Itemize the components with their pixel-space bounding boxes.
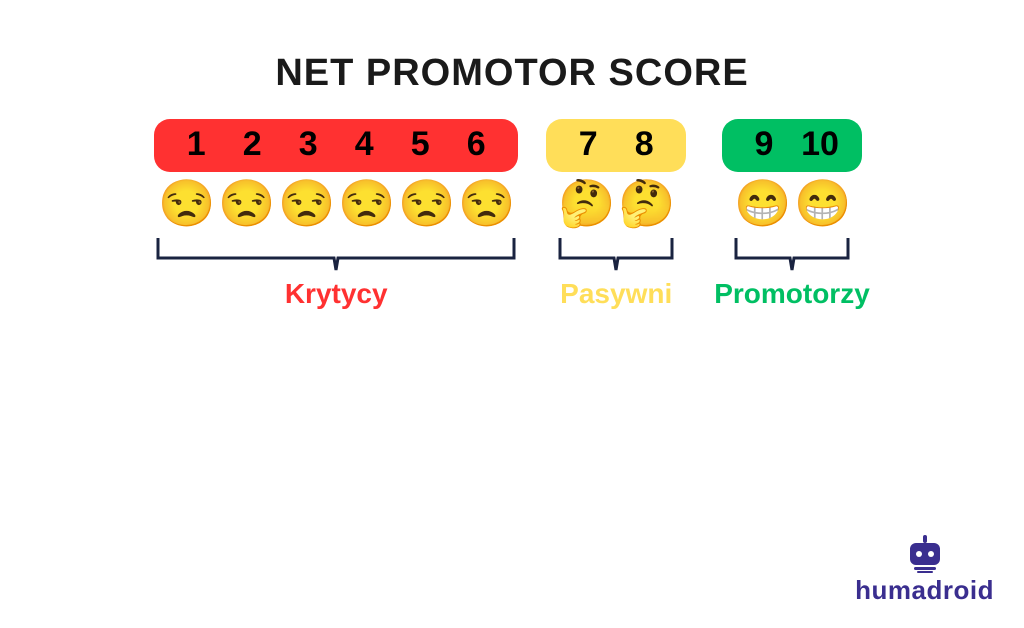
score-number: 3 — [280, 125, 336, 164]
faces-passives: 🤔 🤔 — [558, 180, 674, 226]
brand-name: humadroid — [855, 575, 994, 606]
unamused-icon: 😒 — [158, 180, 214, 226]
label-passives: Pasywni — [560, 278, 672, 310]
score-number: 5 — [392, 125, 448, 164]
pill-promoters: 9 10 — [722, 119, 862, 172]
robot-icon — [902, 535, 948, 575]
score-number: 2 — [224, 125, 280, 164]
faces-detractors: 😒 😒 😒 😒 😒 😒 — [158, 180, 514, 226]
bracket-passives — [558, 236, 674, 272]
bracket-promoters — [734, 236, 850, 272]
unamused-icon: 😒 — [218, 180, 274, 226]
score-number: 8 — [616, 125, 672, 164]
score-number: 9 — [736, 125, 792, 164]
group-promoters: 9 10 😁 😁 Promotorzy — [714, 119, 870, 310]
pill-passives: 7 8 — [546, 119, 686, 172]
score-number: 1 — [168, 125, 224, 164]
pill-detractors: 1 2 3 4 5 6 — [154, 119, 518, 172]
nps-scale: 1 2 3 4 5 6 😒 😒 😒 😒 😒 😒 Krytycy 7 8 🤔 🤔 — [0, 119, 1024, 310]
thinking-icon: 🤔 — [618, 180, 674, 226]
unamused-icon: 😒 — [278, 180, 334, 226]
unamused-icon: 😒 — [338, 180, 394, 226]
group-passives: 7 8 🤔 🤔 Pasywni — [546, 119, 686, 310]
group-detractors: 1 2 3 4 5 6 😒 😒 😒 😒 😒 😒 Krytycy — [154, 119, 518, 310]
bracket-detractors — [156, 236, 516, 272]
score-number: 7 — [560, 125, 616, 164]
thinking-icon: 🤔 — [558, 180, 614, 226]
score-number: 4 — [336, 125, 392, 164]
score-number: 10 — [792, 125, 848, 164]
page-title: NET PROMOTOR SCORE — [0, 52, 1024, 95]
brand-logo: humadroid — [855, 535, 994, 606]
score-number: 6 — [448, 125, 504, 164]
faces-promoters: 😁 😁 — [734, 180, 850, 226]
unamused-icon: 😒 — [398, 180, 454, 226]
grin-icon: 😁 — [734, 180, 790, 226]
unamused-icon: 😒 — [458, 180, 514, 226]
label-promoters: Promotorzy — [714, 278, 870, 310]
label-detractors: Krytycy — [285, 278, 388, 310]
grin-icon: 😁 — [794, 180, 850, 226]
